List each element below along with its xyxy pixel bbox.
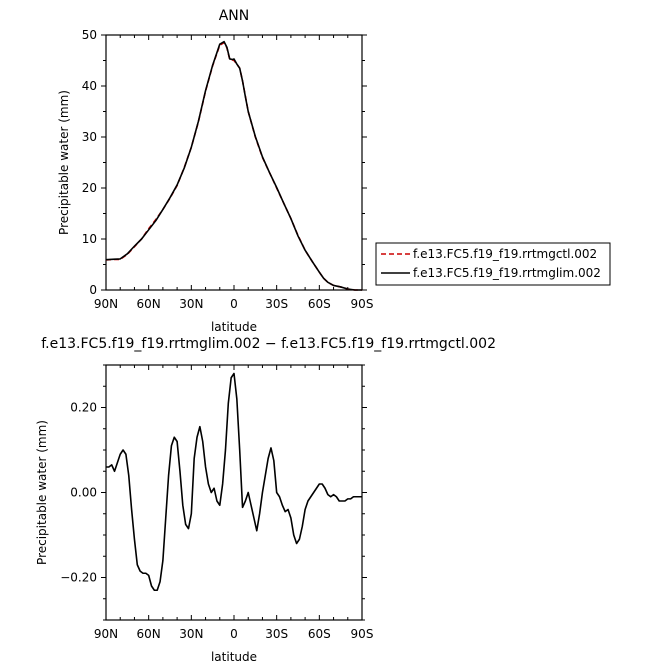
y-tick-label: 0.20 xyxy=(70,401,97,415)
x-tick-label: 60N xyxy=(137,297,161,311)
y-axis-label: Precipitable water (mm) xyxy=(35,420,49,565)
x-tick-label: 30S xyxy=(265,627,288,641)
x-tick-label: 90S xyxy=(351,627,374,641)
x-tick-label: 30N xyxy=(179,297,203,311)
x-tick-label: 60S xyxy=(308,297,331,311)
chart-title: f.e13.FC5.f19_f19.rrtmglim.002 − f.e13.F… xyxy=(41,336,496,352)
legend-label-2: f.e13.FC5.f19_f19.rrtmglim.002 xyxy=(413,266,601,280)
series-line-1 xyxy=(105,41,362,291)
chart-title: ANN xyxy=(219,8,250,24)
x-tick-label: 90N xyxy=(94,297,118,311)
y-tick-label: 30 xyxy=(82,130,97,144)
legend: f.e13.FC5.f19_f19.rrtmgctl.002 f.e13.FC5.… xyxy=(375,242,611,286)
series-line-1 xyxy=(106,372,362,592)
y-tick-label: 10 xyxy=(82,232,97,246)
x-tick-label: 0 xyxy=(230,297,238,311)
x-tick-label: 0 xyxy=(230,627,238,641)
x-tick-label: 60S xyxy=(308,627,331,641)
x-tick-label: 60N xyxy=(137,627,161,641)
x-tick-label: 90N xyxy=(94,627,118,641)
y-tick-label: 0 xyxy=(89,283,97,297)
series-line-2 xyxy=(105,40,362,291)
x-axis-label: latitude xyxy=(211,650,257,664)
y-tick-label: 20 xyxy=(82,181,97,195)
x-tick-label: 30S xyxy=(265,297,288,311)
legend-box xyxy=(375,242,611,286)
legend-label-1: f.e13.FC5.f19_f19.rrtmgctl.002 xyxy=(413,247,597,261)
y-tick-label: 50 xyxy=(82,28,97,42)
y-tick-label: −0.20 xyxy=(60,571,97,585)
x-tick-label: 30N xyxy=(179,627,203,641)
chart-1: 90N 60N 30N 0 30S 60S 90S 0 10 20 30 40 50 ANN latitud… xyxy=(57,8,611,334)
y-axis-label: Precipitable water (mm) xyxy=(57,90,71,235)
plot-frame xyxy=(105,364,363,621)
y-tick-label: 40 xyxy=(82,79,97,93)
x-tick-label: 90S xyxy=(351,297,374,311)
chart-2: 90N 60N 30N 0 30S 60S 90S 0.20 0.00 −0.20 f.e13.FC… xyxy=(35,336,496,664)
y-tick-label: 0.00 xyxy=(70,486,97,500)
plot-frame xyxy=(105,34,363,291)
x-axis-label: latitude xyxy=(211,320,257,334)
